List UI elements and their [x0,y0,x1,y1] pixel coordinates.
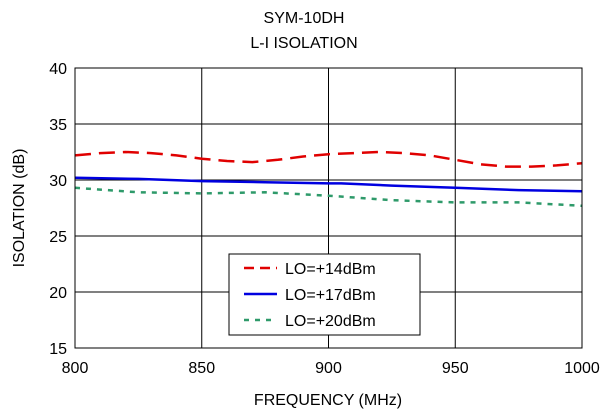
legend-label-2: LO=+17dBm [285,287,376,304]
legend-label-3: LO=+20dBm [285,313,376,330]
series-lines [74,150,583,208]
x-tick-label: 850 [188,360,215,377]
legend: LO=+14dBm LO=+17dBm LO=+20dBm [228,253,421,336]
y-tick-label: 20 [49,285,67,302]
chart-title: SYM-10DH [264,10,345,27]
y-axis-label: ISOLATION (dB) [11,149,28,268]
y-tick-label: 15 [49,341,67,358]
chart-subtitle: L-I ISOLATION [250,35,357,52]
x-tick-label: 900 [315,360,342,377]
plot-area-frame [74,67,583,349]
x-axis-label: FREQUENCY (MHz) [254,392,402,409]
x-tick-label: 800 [62,360,89,377]
y-tick-label: 25 [49,229,67,246]
legend-label-1: LO=+14dBm [285,261,376,278]
y-tick-label: 40 [49,61,67,78]
series-line-2 [74,176,583,193]
x-tick-label: 950 [442,360,469,377]
y-tick-label: 35 [49,117,67,134]
tick-labels: 800 850 900 950 1000 15 20 25 30 35 40 [49,61,600,377]
y-tick-label: 30 [49,173,67,190]
series-line-1 [74,150,583,168]
x-tick-label: 1000 [564,360,600,377]
series-line-3 [74,186,583,208]
